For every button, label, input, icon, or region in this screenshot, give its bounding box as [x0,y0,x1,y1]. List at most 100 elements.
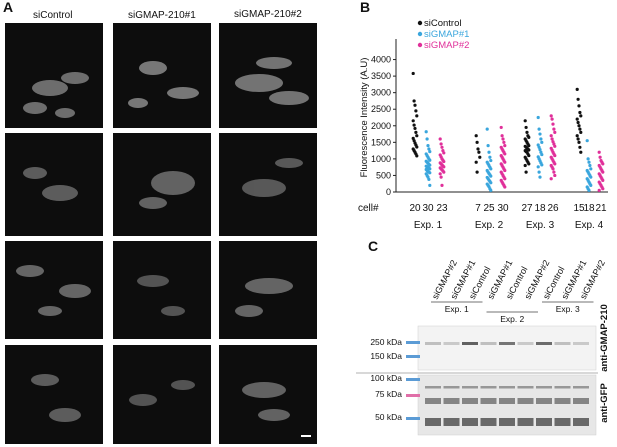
data-point [536,165,540,169]
data-point [536,115,540,120]
data-point [438,172,442,176]
data-point [523,163,527,168]
lower-band-main [573,418,589,426]
data-point [597,150,601,154]
upper-band [462,342,478,345]
data-point [537,170,541,174]
micrograph-sigmap2-1 [219,23,317,128]
data-point [475,170,479,174]
data-point [575,87,579,91]
upper-band [443,342,460,345]
data-point [549,114,553,118]
data-point [589,175,593,179]
data-point [576,120,580,125]
data-point [413,103,417,107]
upper-marker-label: 150 kDa [370,351,402,361]
cell-count: 21 [595,203,607,214]
ladder-band-100 [406,378,420,381]
micrograph-sigmap1-4 [113,345,211,444]
data-point [499,125,503,130]
lower-band-upper [517,386,534,389]
micrograph-sicontrol-4 [5,345,103,444]
lower-band-upper [536,386,552,389]
data-point [575,117,579,121]
data-point [411,119,415,123]
ladder-band-150 [406,355,420,358]
data-point [539,137,543,141]
lower-band-main [462,418,478,426]
lower-band-upper [554,386,571,389]
group-label: Exp. 4 [575,220,604,231]
data-point [475,140,479,144]
data-point [486,144,490,148]
upper-antibody-label: anti-GMAP-210 [599,304,610,372]
cell-count: 18 [534,203,546,214]
data-point [442,151,446,155]
upper-marker-label: 250 kDa [370,337,402,347]
ladder-band-75 [406,394,420,397]
data-point [413,126,417,131]
data-point [538,132,542,136]
data-point [553,162,557,166]
panel-a-letter: A [3,0,14,15]
upper-band [480,342,497,345]
data-point [540,163,544,167]
data-point [442,159,446,164]
legend-marker [417,42,423,48]
y-tick-label: 2000 [371,121,391,131]
lower-band-middle [462,398,478,404]
lower-band-upper [499,386,515,389]
cell-count: 18 [583,203,595,214]
data-point [589,183,593,187]
data-point [412,123,416,127]
data-point [549,134,553,138]
data-point [415,154,419,158]
data-point [527,153,531,158]
data-point [438,137,442,141]
lower-band-middle [425,398,441,404]
data-point [601,178,605,183]
micrograph-sigmap2-2 [219,133,317,236]
data-point [439,142,443,146]
data-point [427,147,431,151]
micrograph-sigmap2-4 [219,345,317,444]
legend-marker [417,20,423,26]
data-point [503,168,507,173]
column-title-sicontrol: siControl [33,10,73,21]
cell-count: 30 [422,203,434,214]
data-point [477,150,481,154]
y-tick-label: 0 [386,187,391,197]
data-point [440,145,444,149]
data-point [523,119,527,123]
lower-band-middle [536,398,552,404]
data-point [474,160,478,164]
data-point [549,177,553,181]
data-point [550,117,554,121]
scatter-chart: 0 500 1000 1500 2000 2500 3000 3500 4000Fluoresc… [358,18,608,231]
lower-band-middle [554,398,571,404]
ladder-band-250 [406,341,420,344]
data-point [442,170,446,174]
data-point [503,144,507,148]
column-title-sigmap-210-1: siGMAP-210#1 [128,10,196,21]
data-point [489,181,493,185]
lower-band-middle [517,398,534,404]
data-point [551,122,555,126]
data-point [487,150,491,154]
data-point [478,155,482,159]
y-tick-label: 1500 [371,137,391,147]
lower-band-upper [480,386,497,389]
data-point [412,99,416,103]
data-point [585,139,589,143]
data-point [489,188,493,192]
data-point [538,175,542,179]
data-point [540,140,544,144]
data-point [601,187,605,191]
data-point [553,130,557,134]
lower-marker-label: 100 kDa [370,373,402,383]
data-point [414,109,418,113]
data-point [428,150,432,154]
western-blot: siGMAP#2siGMAP#1siControlsiGMAP#1siContr… [356,258,610,436]
y-tick-label: 500 [376,170,391,180]
data-point [527,148,531,152]
